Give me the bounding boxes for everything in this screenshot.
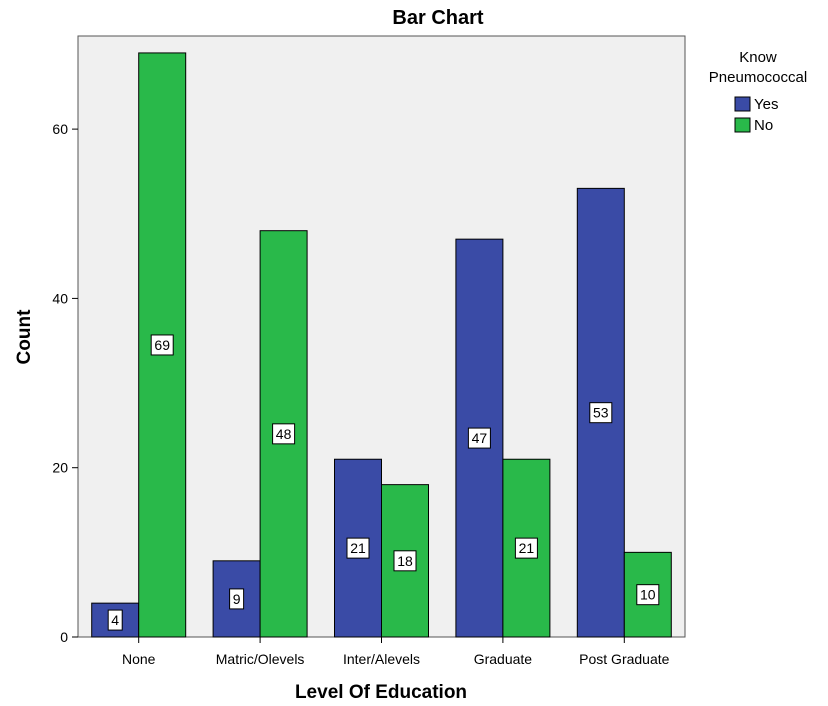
x-tick-label: Matric/Olevels	[216, 651, 305, 667]
chart-title: Bar Chart	[392, 7, 483, 29]
x-tick-label: Post Graduate	[579, 651, 669, 667]
data-label: 4	[111, 612, 119, 628]
data-label-box	[150, 334, 174, 356]
x-tick-label: Inter/Alevels	[343, 651, 420, 667]
y-tick-label: 60	[52, 121, 68, 137]
y-axis-title: Count	[14, 309, 35, 365]
data-label-box	[107, 609, 123, 631]
data-label: 18	[397, 553, 413, 569]
legend-swatch-no	[734, 117, 751, 133]
data-label: 21	[350, 540, 366, 556]
legend-swatch-yes	[734, 96, 751, 112]
data-label: 69	[154, 337, 170, 353]
bar-no-1	[259, 230, 308, 638]
x-tick-label: Graduate	[474, 651, 533, 667]
data-label-box	[272, 423, 296, 445]
data-label-box	[589, 402, 613, 424]
data-label: 9	[233, 591, 241, 607]
data-label-box	[229, 588, 245, 610]
legend: Know Pneumococcal Yes No	[709, 49, 807, 134]
data-label: 48	[276, 426, 292, 442]
y-tick-label: 40	[52, 290, 68, 306]
x-axis-title: Level Of Education	[295, 682, 467, 703]
data-label-box	[636, 584, 660, 606]
bars: 4 69 9 48 21 18 47 21 53 10	[91, 52, 672, 638]
y-tick-label: 20	[52, 460, 68, 476]
y-tick-label: 0	[60, 629, 68, 645]
legend-title: Pneumococcal	[709, 69, 807, 86]
data-label: 21	[519, 540, 535, 556]
data-label: 53	[593, 405, 609, 421]
data-label-box	[514, 537, 538, 559]
data-label-box	[346, 537, 370, 559]
data-label-box	[393, 550, 417, 572]
data-label: 10	[640, 587, 656, 603]
y-axis: 0 20 40 60	[52, 121, 78, 645]
x-tick-label: None	[122, 651, 156, 667]
legend-title: Know	[739, 49, 777, 66]
data-label-box	[467, 427, 491, 449]
data-label: 47	[472, 430, 488, 446]
legend-label-no: No	[754, 117, 773, 134]
x-axis: None Matric/Olevels Inter/Alevels Graduate P…	[122, 637, 670, 667]
legend-label-yes: Yes	[754, 96, 778, 113]
